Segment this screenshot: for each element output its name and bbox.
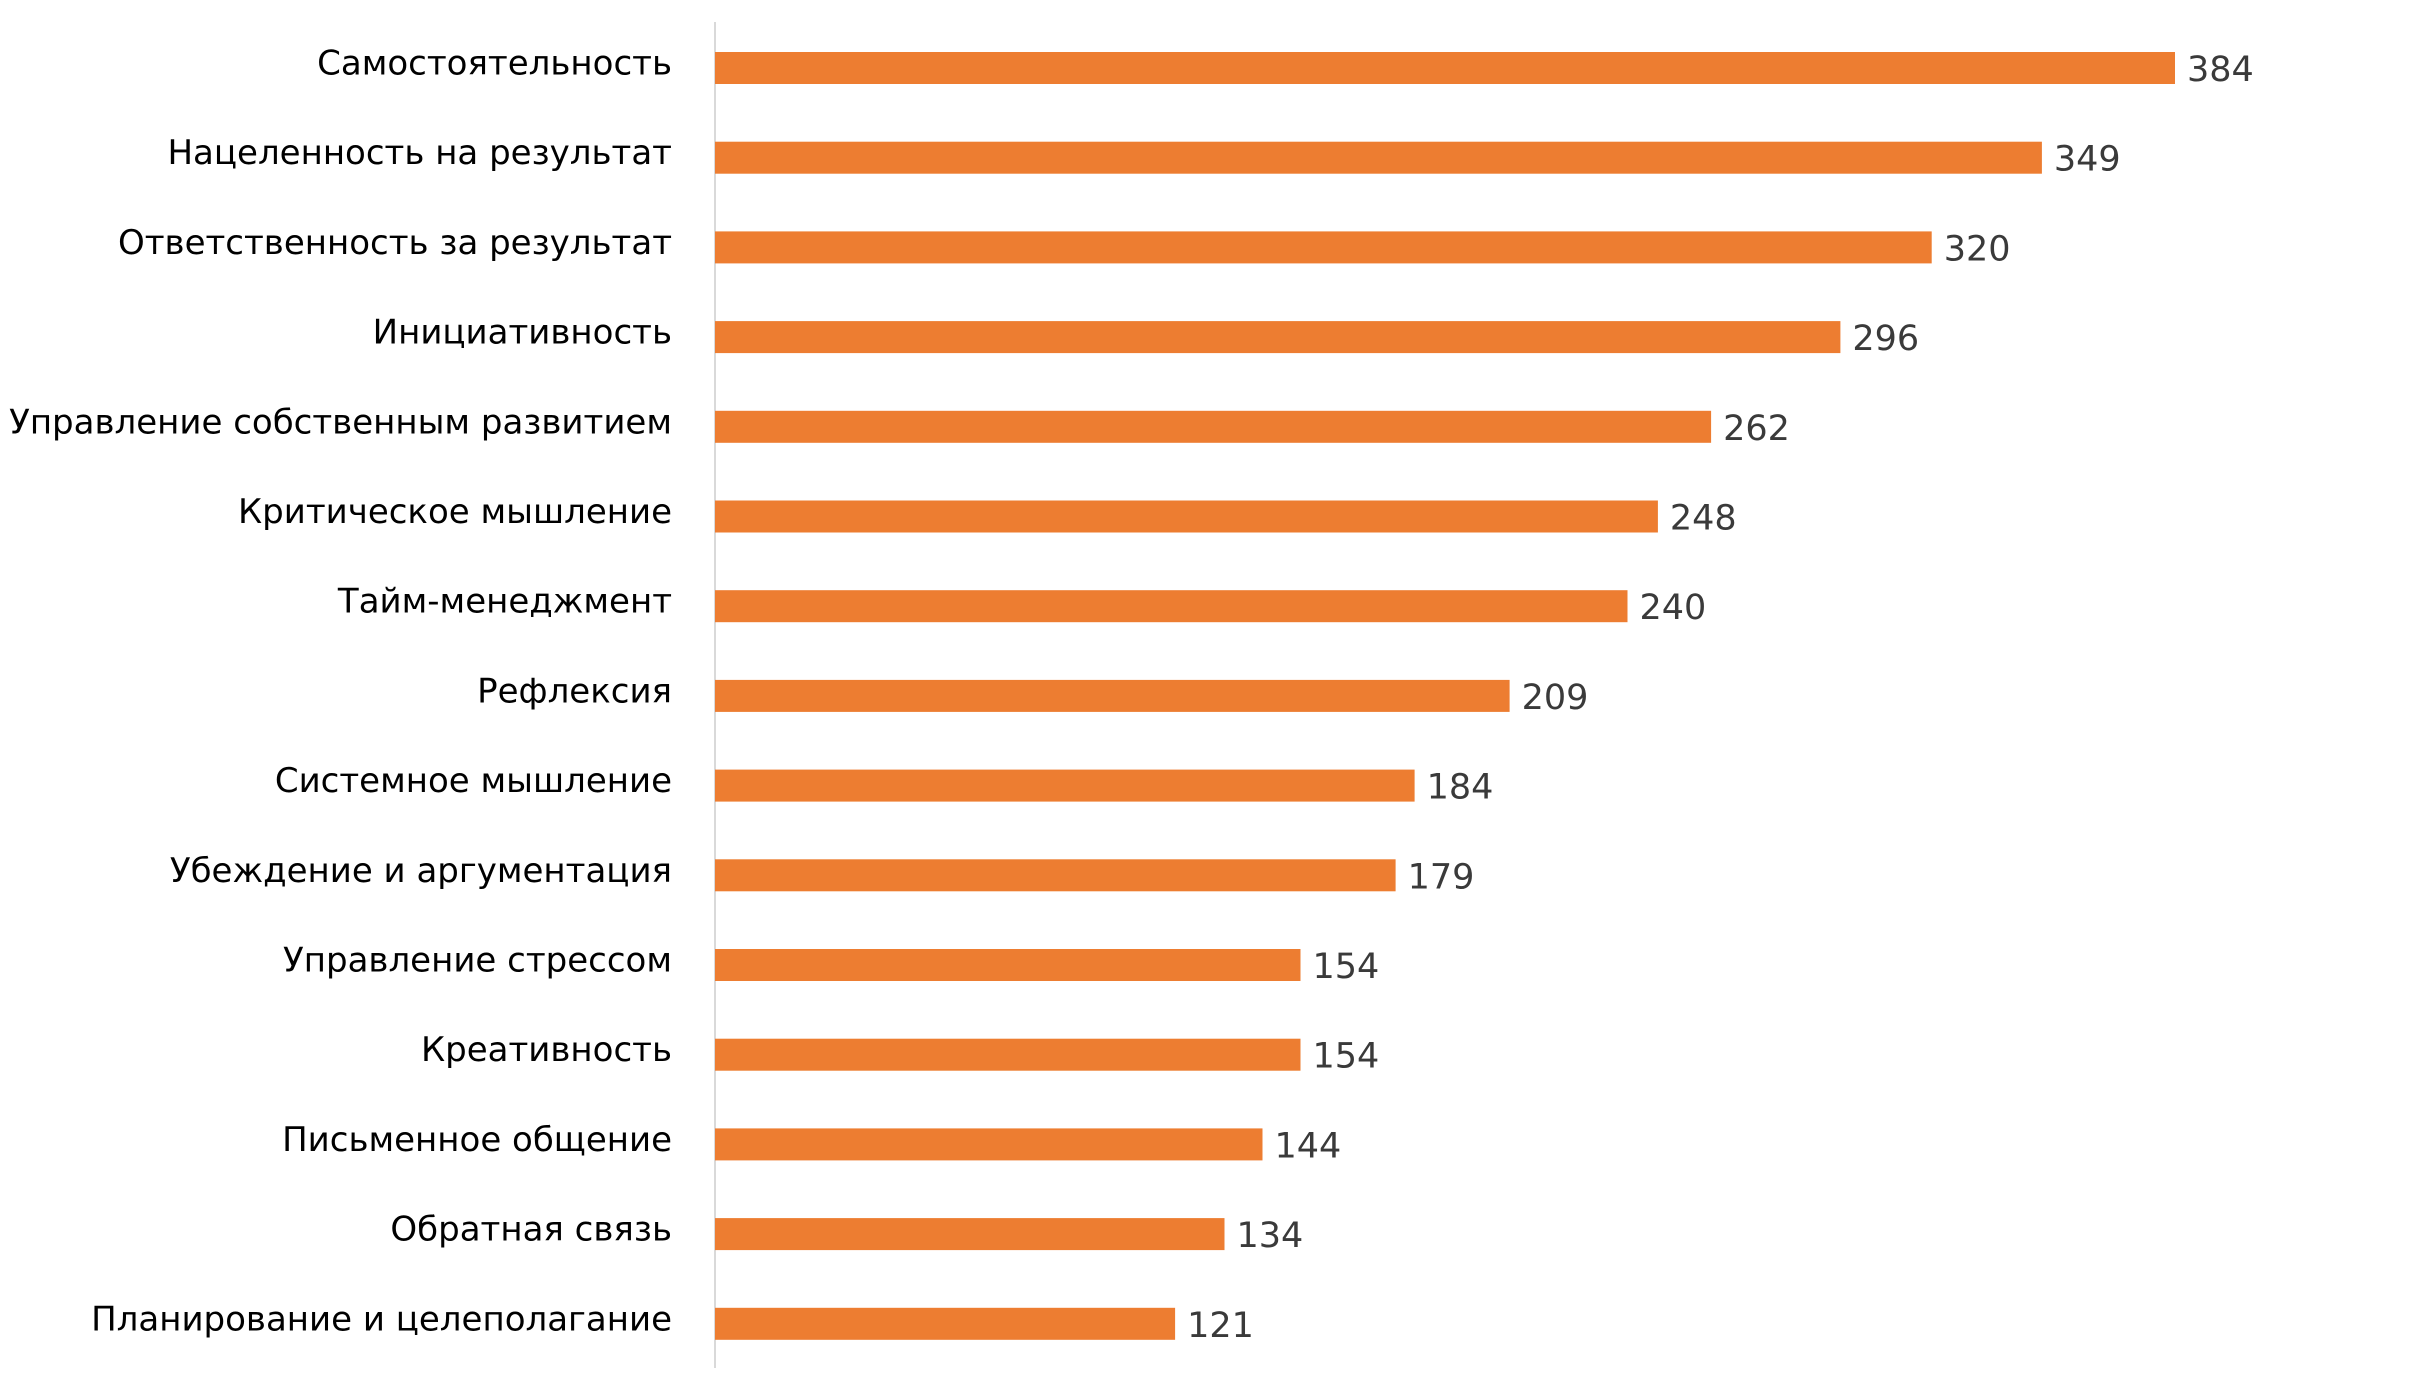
value-label: 262 [1723,409,1790,449]
value-label: 154 [1313,1037,1380,1077]
value-label: 134 [1237,1216,1304,1256]
bar [715,410,1712,443]
category-label: Письменное общение [282,1120,672,1160]
category-label: Критическое мышление [238,492,672,532]
value-label: 384 [2187,50,2254,90]
bar [715,679,1510,712]
bar [715,590,1628,623]
value-label: 154 [1313,947,1380,987]
bar [715,859,1396,892]
category-label: Креативность [421,1030,672,1070]
value-label: 248 [1670,499,1737,539]
value-label: 296 [1852,319,1919,359]
value-labels-group: 384 349 320 296 262 248 240 209 184 179 154 154 144 1… [1187,50,2254,1346]
bar [715,500,1658,533]
category-label: Самостоятельность [317,44,672,84]
category-label: Планирование и целеполагание [91,1299,672,1339]
category-label: Убеждение и аргументация [170,851,672,891]
value-label: 179 [1408,857,1475,897]
value-label: 144 [1275,1126,1342,1166]
bar [715,52,2175,84]
bar [715,1307,1176,1340]
value-label: 209 [1522,678,1589,718]
bar [715,949,1301,981]
bar [715,1218,1225,1251]
value-label: 320 [1944,229,2011,269]
category-label: Обратная связь [390,1210,672,1250]
value-label: 184 [1427,768,1494,808]
category-label: Инициативность [373,313,672,353]
category-label: Управление собственным развитием [9,402,672,442]
category-label: Управление стрессом [283,941,672,981]
category-label: Системное мышление [275,761,672,801]
bar [715,1128,1263,1161]
bar [715,321,1841,354]
category-labels-group: Самостоятельность Нацеленность на результ… [9,44,672,1340]
value-label: 349 [2054,140,2121,180]
bar [715,231,1932,264]
category-label: Тайм-менеджмент [337,582,672,622]
category-label: Ответственность за результат [118,223,672,263]
value-label: 121 [1187,1306,1254,1346]
bar [715,769,1415,802]
category-label: Рефлексия [477,671,672,711]
category-label: Нацеленность на результат [167,133,672,173]
bars-group [715,52,2175,1340]
bar [715,141,2042,174]
value-label: 240 [1640,588,1707,628]
bar [715,1038,1301,1071]
